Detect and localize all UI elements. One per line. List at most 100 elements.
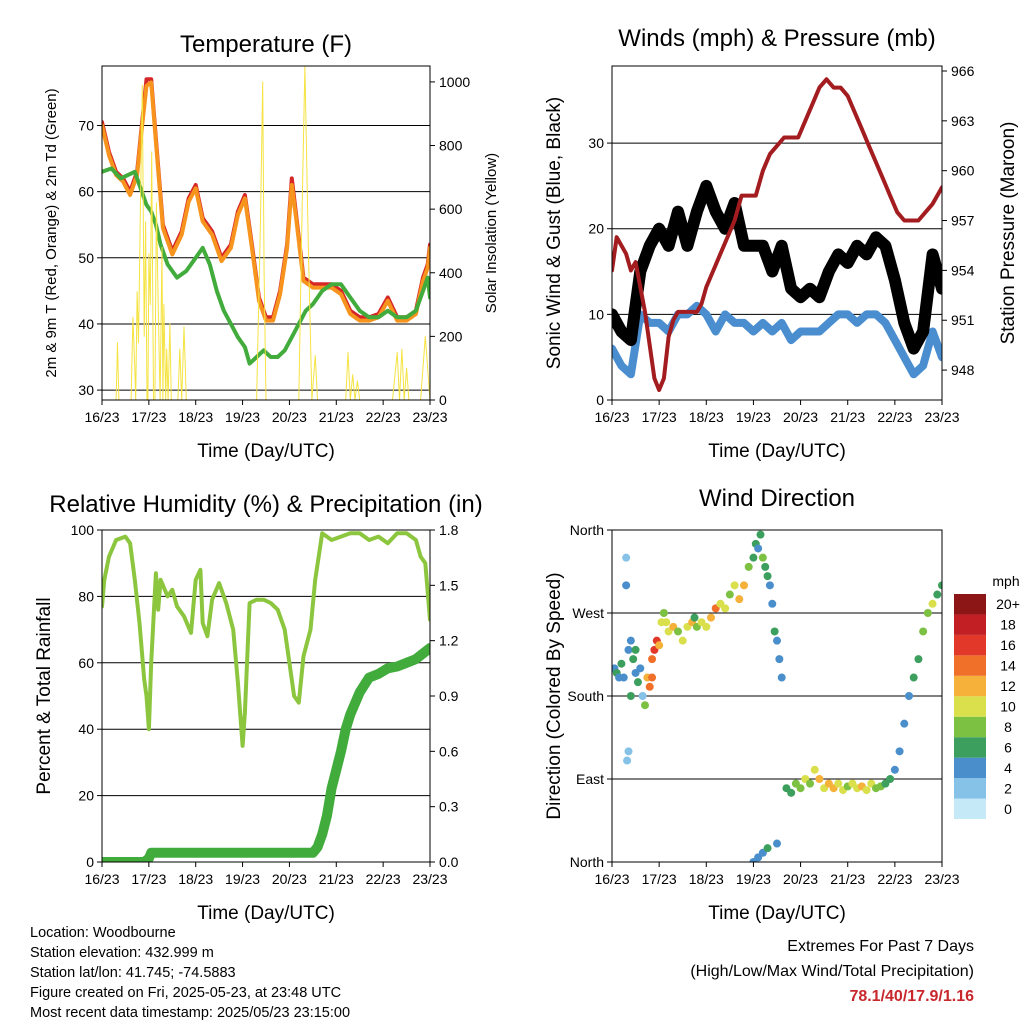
y-tick-label: North	[570, 522, 604, 538]
x-tick-label: 22/23	[877, 871, 912, 887]
y2-tick-label: 600	[439, 201, 463, 217]
direction-point	[796, 784, 805, 793]
direction-point	[624, 747, 633, 756]
direction-point	[765, 581, 774, 590]
station-location: Location: Woodbourne	[30, 925, 176, 941]
x-tick-label: 22/23	[366, 409, 401, 425]
direction-point	[763, 844, 772, 853]
plot-area	[612, 530, 942, 862]
y2-tick-label: 0.0	[439, 854, 459, 870]
direction-point	[624, 645, 633, 654]
x-tick-label: 16/23	[594, 871, 629, 887]
y-tick-label: West	[572, 605, 604, 621]
x-tick-label: 17/23	[642, 871, 677, 887]
y2-tick-label: 963	[951, 113, 975, 129]
y-axis-label: Direction (Colored By Speed)	[544, 572, 565, 819]
direction-point	[754, 544, 763, 553]
direction-point	[735, 595, 744, 604]
colorbar-level: 20+	[996, 596, 1020, 612]
chart-title: Winds (mph) & Pressure (mb)	[618, 25, 935, 52]
colorbar-swatch	[954, 614, 986, 635]
direction-point	[768, 599, 777, 608]
direction-point	[895, 747, 904, 756]
chart-title: Relative Humidity (%) & Precipitation (i…	[49, 491, 482, 518]
plot-area	[102, 531, 430, 862]
station-info: Location: Woodbourne Station elevation: …	[30, 923, 350, 1023]
wind-speed-colorbar: mph 0 2 4 6 8 10 12 14 16 18 20+	[954, 573, 1020, 819]
plot-frame	[611, 529, 943, 863]
direction-point	[928, 599, 937, 608]
y2-tick-label: 1000	[439, 74, 470, 90]
direction-point	[638, 692, 647, 700]
recent-timestamp: Most recent data timestamp: 2025/05/23 2…	[30, 1005, 351, 1021]
x-tick-label: 23/23	[412, 871, 447, 887]
direction-point	[702, 622, 711, 631]
colorbar-level: 16	[1000, 637, 1016, 653]
plot-frame	[611, 65, 943, 401]
extremes-subtitle: (High/Low/Max Wind/Total Precipitation)	[690, 963, 974, 980]
direction-point	[909, 673, 918, 682]
y2-tick-label: 0.9	[439, 688, 459, 704]
chart-title: Wind Direction	[699, 485, 855, 512]
colorbar-level: 0	[1004, 801, 1012, 817]
x-axis-label: Time (Day/UTC)	[708, 441, 846, 462]
chart-title: Temperature (F)	[180, 31, 352, 58]
y-tick-label: 50	[78, 250, 94, 266]
direction-point	[787, 788, 796, 797]
direction-point	[622, 553, 631, 562]
y2-tick-label: 948	[951, 362, 975, 378]
direction-point	[626, 692, 635, 700]
winds-pressure-panel: Winds (mph) & Pressure (mb) Time (Day/UTC…	[544, 25, 1019, 462]
series-line-1	[102, 643, 430, 862]
series-line-0	[612, 301, 942, 379]
wind-direction-panel: Wind Direction Time (Day/UTC) Direction (C…	[544, 485, 960, 924]
direction-point	[756, 530, 765, 539]
x-tick-label: 21/23	[319, 409, 354, 425]
direction-point	[617, 659, 626, 668]
colorbar-swatch	[954, 798, 986, 819]
y-tick-label: 30	[78, 382, 94, 398]
y-tick-label: 0	[86, 854, 94, 870]
colorbar-swatch	[954, 757, 986, 779]
x-axis-label: Time (Day/UTC)	[197, 903, 335, 924]
x-tick-label: 20/23	[783, 871, 818, 887]
direction-point	[721, 604, 730, 613]
plot-area	[612, 77, 942, 392]
x-tick-label: 19/23	[736, 871, 771, 887]
direction-point	[758, 553, 767, 562]
x-tick-label: 19/23	[225, 871, 260, 887]
y-tick-label: 20	[588, 221, 604, 237]
direction-point	[626, 636, 635, 645]
direction-point	[636, 664, 645, 673]
x-tick-label: 19/23	[736, 409, 771, 425]
y-tick-label: 0	[596, 392, 604, 408]
x-tick-label: 17/23	[642, 409, 677, 425]
direction-point	[886, 775, 895, 783]
x-tick-label: 20/23	[783, 409, 818, 425]
y2-tick-label: 1.2	[439, 633, 459, 649]
colorbar-swatch	[954, 675, 986, 697]
direction-point	[631, 645, 640, 654]
series-line-2	[612, 77, 942, 392]
direction-point	[815, 775, 824, 783]
y2-tick-label: 1.8	[439, 522, 459, 538]
x-tick-label: 17/23	[131, 871, 166, 887]
direction-point	[629, 655, 638, 664]
plot-frame	[101, 529, 431, 863]
y-axis-label: Sonic Wind & Gust (Blue, Black)	[544, 97, 565, 369]
direction-point	[914, 655, 923, 664]
x-axis-label: Time (Day/UTC)	[197, 441, 335, 462]
x-tick-label: 23/23	[412, 409, 447, 425]
direction-point	[890, 765, 899, 774]
plot-frame	[101, 65, 431, 401]
colorbar-level: 10	[1000, 699, 1016, 715]
y2-tick-label: 957	[951, 213, 975, 229]
direction-point	[725, 590, 734, 599]
y2-tick-label: 0.6	[439, 743, 459, 759]
y2-tick-label: 0	[439, 392, 447, 408]
x-tick-label: 23/23	[924, 409, 959, 425]
y-tick-label: 20	[78, 788, 94, 804]
direction-point	[905, 692, 913, 700]
direction-point	[810, 765, 819, 774]
